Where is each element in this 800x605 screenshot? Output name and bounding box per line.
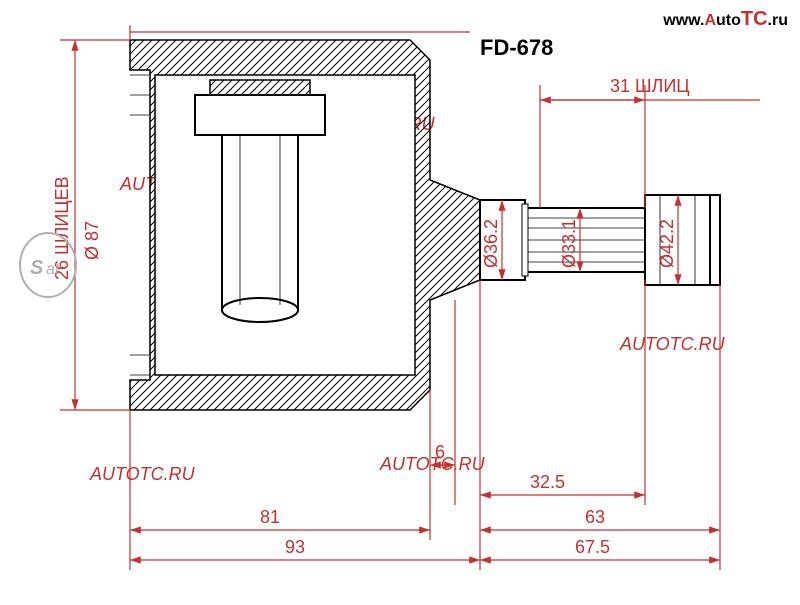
svg-text:at: at	[46, 261, 60, 278]
svg-text:6: 6	[435, 442, 445, 462]
technical-drawing: AUTOTC.RU AUTOTC.RU AUTOTC.RU AUTOTC.RU …	[0, 0, 800, 600]
svg-text:81: 81	[260, 507, 280, 527]
watermark: AUTOTC.RU	[89, 464, 196, 484]
svg-text:32.5: 32.5	[530, 472, 565, 492]
output-shaft	[480, 195, 720, 285]
svg-text:63: 63	[585, 507, 605, 527]
svg-text:31 ШЛИЦ: 31 ШЛИЦ	[610, 76, 690, 96]
part-number: FD-678	[480, 35, 553, 60]
url-watermark: www.AutoTC.ru	[663, 8, 788, 31]
svg-text:Ø42.2: Ø42.2	[657, 219, 677, 268]
dim-63: 63	[480, 507, 720, 530]
svg-text:93: 93	[285, 537, 305, 557]
svg-text:Ø33.1: Ø33.1	[559, 219, 579, 268]
dim-93: 93	[130, 537, 480, 560]
svg-text:S: S	[30, 257, 44, 279]
dim-right-spline: 31 ШЛИЦ	[540, 76, 760, 208]
input-splines	[130, 75, 150, 375]
dim-left-diameter: 26 ШЛИЦЕВ Ø 87	[52, 40, 130, 410]
dim-67-5: 67.5	[480, 537, 720, 560]
svg-text:Ø 87: Ø 87	[82, 221, 102, 260]
watermark: AUTOTC.RU	[619, 334, 726, 354]
watermark: AUTOTC.RU	[379, 454, 486, 474]
dim-32-5: 32.5	[480, 472, 645, 495]
svg-text:Ø36.2: Ø36.2	[481, 219, 501, 268]
dim-81: 81	[130, 507, 430, 530]
svg-text:67.5: 67.5	[575, 537, 610, 557]
